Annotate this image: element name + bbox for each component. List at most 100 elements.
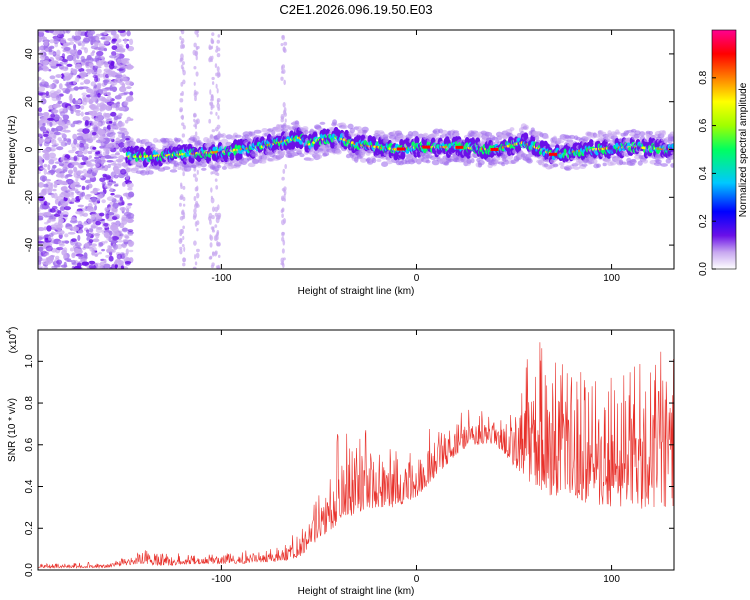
- spectral-streak-blob: [216, 124, 221, 130]
- spectral-noise-blob: [55, 125, 64, 132]
- spectral-noise-blob: [67, 73, 72, 80]
- spectral-noise-blob: [38, 246, 44, 252]
- spectral-noise-blob: [121, 227, 129, 233]
- spectral-noise-blob: [108, 255, 114, 262]
- spectral-noise-blob: [60, 37, 67, 44]
- spectral-halo-blob: [581, 163, 588, 167]
- spectral-halo-blob: [669, 131, 674, 136]
- spectral-noise-blob: [39, 62, 47, 67]
- spectral-noise-blob: [49, 45, 55, 49]
- spectral-streak-blob: [210, 226, 215, 230]
- colorbar-tick-label: 0.8: [698, 70, 709, 84]
- spectral-noise-blob: [54, 198, 59, 205]
- spectral-noise-blob: [70, 188, 79, 192]
- spectral-noise-blob: [123, 234, 129, 238]
- spectral-noise-blob: [52, 104, 59, 109]
- spectral-noise-blob: [66, 188, 73, 192]
- spectral-halo-blob: [454, 131, 460, 136]
- spectral-noise-blob: [75, 40, 82, 44]
- spectral-noise-blob: [65, 30, 71, 34]
- spectral-noise-blob: [118, 93, 125, 96]
- chart-title: C2E1.2026.096.19.50.E03: [279, 2, 432, 17]
- spectral-halo-blob: [274, 128, 283, 133]
- spectral-noise-blob: [106, 124, 112, 130]
- spectral-streak-blob: [179, 228, 183, 235]
- spectral-noise-blob: [113, 243, 119, 250]
- spectral-noise-blob: [94, 163, 100, 167]
- spectral-noise-blob: [49, 75, 56, 80]
- spectral-noise-blob: [97, 121, 102, 127]
- spectral-noise-blob: [49, 121, 53, 127]
- spectral-halo-blob: [201, 167, 207, 171]
- spectral-halo-blob: [253, 129, 262, 134]
- spectral-band-blob: [400, 151, 406, 160]
- spectral-noise-blob: [116, 101, 120, 105]
- spectral-halo-blob: [261, 154, 270, 160]
- spectral-streak-blob: [283, 46, 286, 53]
- spectral-noise-blob: [43, 163, 48, 168]
- spectral-noise-blob: [46, 225, 52, 232]
- spectral-noise-blob: [107, 60, 115, 65]
- spectral-noise-blob: [103, 147, 111, 152]
- spectral-noise-blob: [115, 200, 122, 203]
- spectral-noise-blob: [110, 153, 117, 158]
- spectral-streak-blob: [281, 176, 285, 181]
- spectral-halo-blob: [407, 131, 413, 137]
- spectral-streak-blob: [280, 219, 285, 226]
- spectral-noise-blob: [70, 183, 76, 189]
- spectral-streak-blob: [214, 178, 218, 182]
- spectral-streak-blob: [182, 262, 186, 267]
- spectral-streak-blob: [215, 215, 219, 220]
- spectral-streak-blob: [215, 185, 219, 190]
- spectral-noise-blob: [48, 170, 56, 174]
- colorbar-tick-label: 0.4: [698, 166, 709, 180]
- spectral-streak-blob: [193, 240, 197, 246]
- spectral-noise-blob: [101, 96, 106, 102]
- spectral-noise-blob: [79, 143, 85, 148]
- spectral-noise-blob: [121, 162, 128, 167]
- spectral-noise-blob: [108, 54, 117, 59]
- spectral-noise-blob: [82, 116, 91, 122]
- spectral-noise-blob: [90, 96, 98, 102]
- spectral-noise-blob: [119, 138, 126, 143]
- spectral-noise-blob: [73, 58, 77, 65]
- spectral-noise-blob: [93, 262, 101, 267]
- spectral-noise-blob: [62, 186, 68, 191]
- snr-panel: -100 0 100 0.0 0.2 0.4 0.6 0.8 1.0 Height of str…: [6, 327, 675, 597]
- spectral-noise-blob: [108, 179, 114, 183]
- spectral-noise-blob: [41, 258, 48, 262]
- spectral-halo-blob: [395, 135, 404, 140]
- spectral-streak-blob: [211, 45, 214, 50]
- spectral-noise-blob: [43, 205, 51, 209]
- spectral-noise-blob: [69, 201, 75, 205]
- spectral-noise-blob: [83, 79, 91, 85]
- spectral-streak-blob: [180, 44, 183, 49]
- spectral-noise-blob: [110, 223, 119, 231]
- spectral-halo-blob: [615, 131, 621, 135]
- spectral-noise-blob: [38, 107, 43, 113]
- spectral-streak-blob: [214, 251, 218, 257]
- spectral-noise-blob: [43, 148, 51, 154]
- spectral-noise-blob: [114, 78, 121, 83]
- spectral-streak-blob: [195, 55, 198, 61]
- spectral-band-blob: [588, 139, 594, 148]
- spectral-noise-blob: [119, 113, 123, 117]
- snr-scale-factor: (x104): [6, 327, 19, 354]
- spectral-noise-blob: [67, 37, 75, 42]
- spectral-noise-blob: [43, 40, 49, 47]
- spectral-noise-blob: [116, 68, 124, 71]
- spectral-halo-blob: [308, 158, 314, 162]
- spectral-noise-blob: [78, 68, 85, 73]
- spectral-noise-blob: [59, 243, 65, 247]
- spectral-noise-blob: [118, 142, 125, 148]
- spectral-noise-blob: [81, 185, 86, 191]
- spectral-noise-blob: [121, 83, 126, 88]
- spectral-noise-blob: [91, 66, 99, 70]
- spectral-noise-blob: [93, 106, 100, 113]
- spectral-noise-blob: [80, 55, 85, 61]
- y-tick-label: -20: [24, 190, 35, 205]
- spectral-noise-blob: [38, 85, 46, 93]
- spectral-max-mark: [549, 152, 558, 156]
- spectral-noise-blob: [97, 68, 102, 74]
